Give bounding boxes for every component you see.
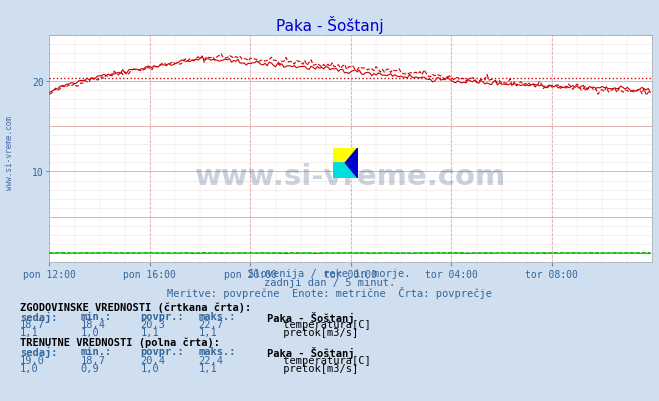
Text: povpr.:: povpr.: [140, 346, 184, 356]
Text: Paka - Šoštanj: Paka - Šoštanj [267, 346, 355, 358]
Text: 1,0: 1,0 [20, 363, 38, 373]
Text: Meritve: povprečne  Enote: metrične  Črta: povprečje: Meritve: povprečne Enote: metrične Črta:… [167, 286, 492, 298]
Text: povpr.:: povpr.: [140, 311, 184, 321]
Text: pretok[m3/s]: pretok[m3/s] [277, 363, 358, 373]
Text: temperatura[C]: temperatura[C] [277, 355, 371, 365]
Polygon shape [333, 164, 358, 178]
Text: sedaj:: sedaj: [20, 311, 57, 322]
Text: 20,4: 20,4 [140, 355, 165, 365]
Text: maks.:: maks.: [198, 311, 236, 321]
Text: maks.:: maks.: [198, 346, 236, 356]
Text: 22,7: 22,7 [198, 320, 223, 330]
Text: www.si-vreme.com: www.si-vreme.com [195, 162, 507, 190]
Text: 1,0: 1,0 [80, 328, 99, 338]
Text: 1,1: 1,1 [198, 328, 217, 338]
Text: 22,4: 22,4 [198, 355, 223, 365]
Text: 18,4: 18,4 [80, 320, 105, 330]
Text: temperatura[C]: temperatura[C] [277, 320, 371, 330]
Polygon shape [345, 148, 358, 178]
Text: sedaj:: sedaj: [20, 346, 57, 357]
Text: www.si-vreme.com: www.si-vreme.com [5, 115, 14, 189]
Text: 19,0: 19,0 [20, 355, 45, 365]
Text: ZGODOVINSKE VREDNOSTI (črtkana črta):: ZGODOVINSKE VREDNOSTI (črtkana črta): [20, 302, 251, 312]
Text: Slovenija / reke in morje.: Slovenija / reke in morje. [248, 269, 411, 278]
Text: 1,1: 1,1 [198, 363, 217, 373]
Polygon shape [333, 148, 358, 164]
Text: zadnji dan / 5 minut.: zadnji dan / 5 minut. [264, 278, 395, 288]
Text: 1,1: 1,1 [20, 328, 38, 338]
Text: TRENUTNE VREDNOSTI (polna črta):: TRENUTNE VREDNOSTI (polna črta): [20, 337, 219, 347]
Text: 20,3: 20,3 [140, 320, 165, 330]
Text: 0,9: 0,9 [80, 363, 99, 373]
Text: min.:: min.: [80, 311, 111, 321]
Text: min.:: min.: [80, 346, 111, 356]
Text: 18,7: 18,7 [20, 320, 45, 330]
Text: 1,0: 1,0 [140, 363, 159, 373]
Text: 1,1: 1,1 [140, 328, 159, 338]
Text: Paka - Šoštanj: Paka - Šoštanj [267, 311, 355, 323]
Text: 18,7: 18,7 [80, 355, 105, 365]
Text: pretok[m3/s]: pretok[m3/s] [277, 328, 358, 338]
Text: Paka - Šoštanj: Paka - Šoštanj [275, 16, 384, 34]
